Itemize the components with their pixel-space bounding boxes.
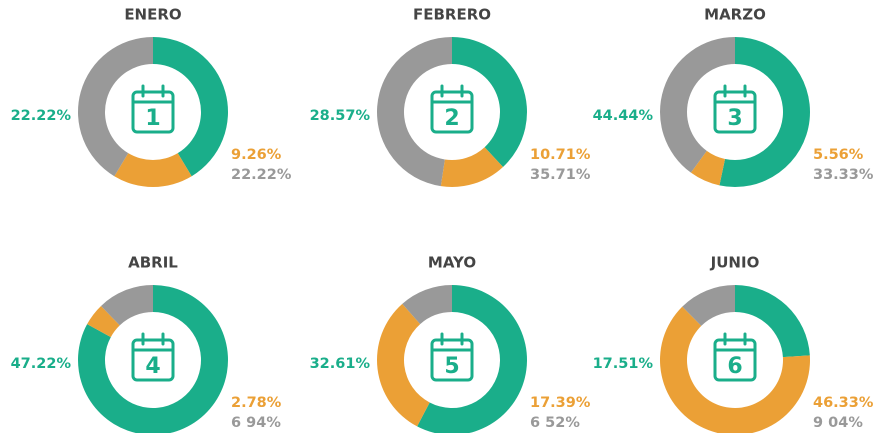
value-label: 17.39% — [530, 395, 591, 411]
value-label: 9.26% — [231, 147, 282, 163]
donut-slice — [101, 285, 153, 326]
value-label: 2.78% — [231, 395, 282, 411]
donut-slice — [660, 37, 735, 173]
chart-title: MARZO — [704, 6, 766, 24]
calendar-body — [131, 90, 175, 134]
calendar-number: 6 — [727, 354, 742, 379]
donut-slice — [402, 285, 452, 325]
calendar-icon — [430, 332, 474, 382]
value-label: 35.71% — [530, 167, 591, 183]
donut-slice — [377, 303, 430, 427]
chart-title: ENERO — [124, 6, 181, 24]
value-label: 6 52% — [530, 415, 580, 431]
donut-slice — [690, 150, 726, 186]
donut-slice — [682, 285, 735, 326]
donut-slice — [153, 37, 228, 177]
value-label: 10.71% — [530, 147, 591, 163]
donut-slice — [78, 285, 228, 433]
donut-slice — [440, 147, 504, 188]
calendar-icon — [713, 84, 757, 134]
donut-slice — [376, 37, 452, 187]
calendar-number: 1 — [145, 106, 160, 131]
chart-title: JUNIO — [710, 254, 760, 272]
chart-title: MAYO — [428, 254, 476, 272]
value-label: 22.22% — [231, 167, 292, 183]
calendar-number: 2 — [444, 106, 459, 131]
value-label: 33.33% — [813, 167, 874, 183]
value-label: 5.56% — [813, 147, 864, 163]
calendar-icon — [713, 332, 757, 382]
donut-slice — [87, 305, 120, 338]
value-label: 47.22% — [11, 356, 72, 372]
donut-slice — [417, 285, 527, 433]
value-label: 28.57% — [310, 108, 371, 124]
value-label: 22.22% — [11, 108, 72, 124]
value-label: 9 04% — [813, 415, 863, 431]
calendar-body — [430, 338, 474, 382]
value-label: 46.33% — [813, 395, 874, 411]
calendar-number: 3 — [727, 106, 742, 131]
donut-slice — [452, 37, 527, 167]
chart-title: FEBRERO — [413, 6, 491, 24]
value-label: 17.51% — [593, 356, 654, 372]
calendar-icon — [430, 84, 474, 134]
calendar-number: 5 — [444, 354, 459, 379]
donut-slice — [114, 153, 192, 188]
donut-slice — [77, 37, 153, 177]
calendar-body — [131, 338, 175, 382]
donut-slice — [719, 36, 811, 188]
chart-title: ABRIL — [128, 254, 178, 272]
calendar-icon — [131, 84, 175, 134]
calendar-body — [713, 338, 757, 382]
calendar-number: 4 — [145, 354, 160, 379]
donut-slice — [735, 285, 810, 358]
value-label: 32.61% — [310, 356, 371, 372]
value-label: 6 94% — [231, 415, 281, 431]
donut-slice — [660, 306, 810, 433]
value-label: 44.44% — [593, 108, 654, 124]
calendar-body — [430, 90, 474, 134]
calendar-icon — [131, 332, 175, 382]
calendar-body — [713, 90, 757, 134]
